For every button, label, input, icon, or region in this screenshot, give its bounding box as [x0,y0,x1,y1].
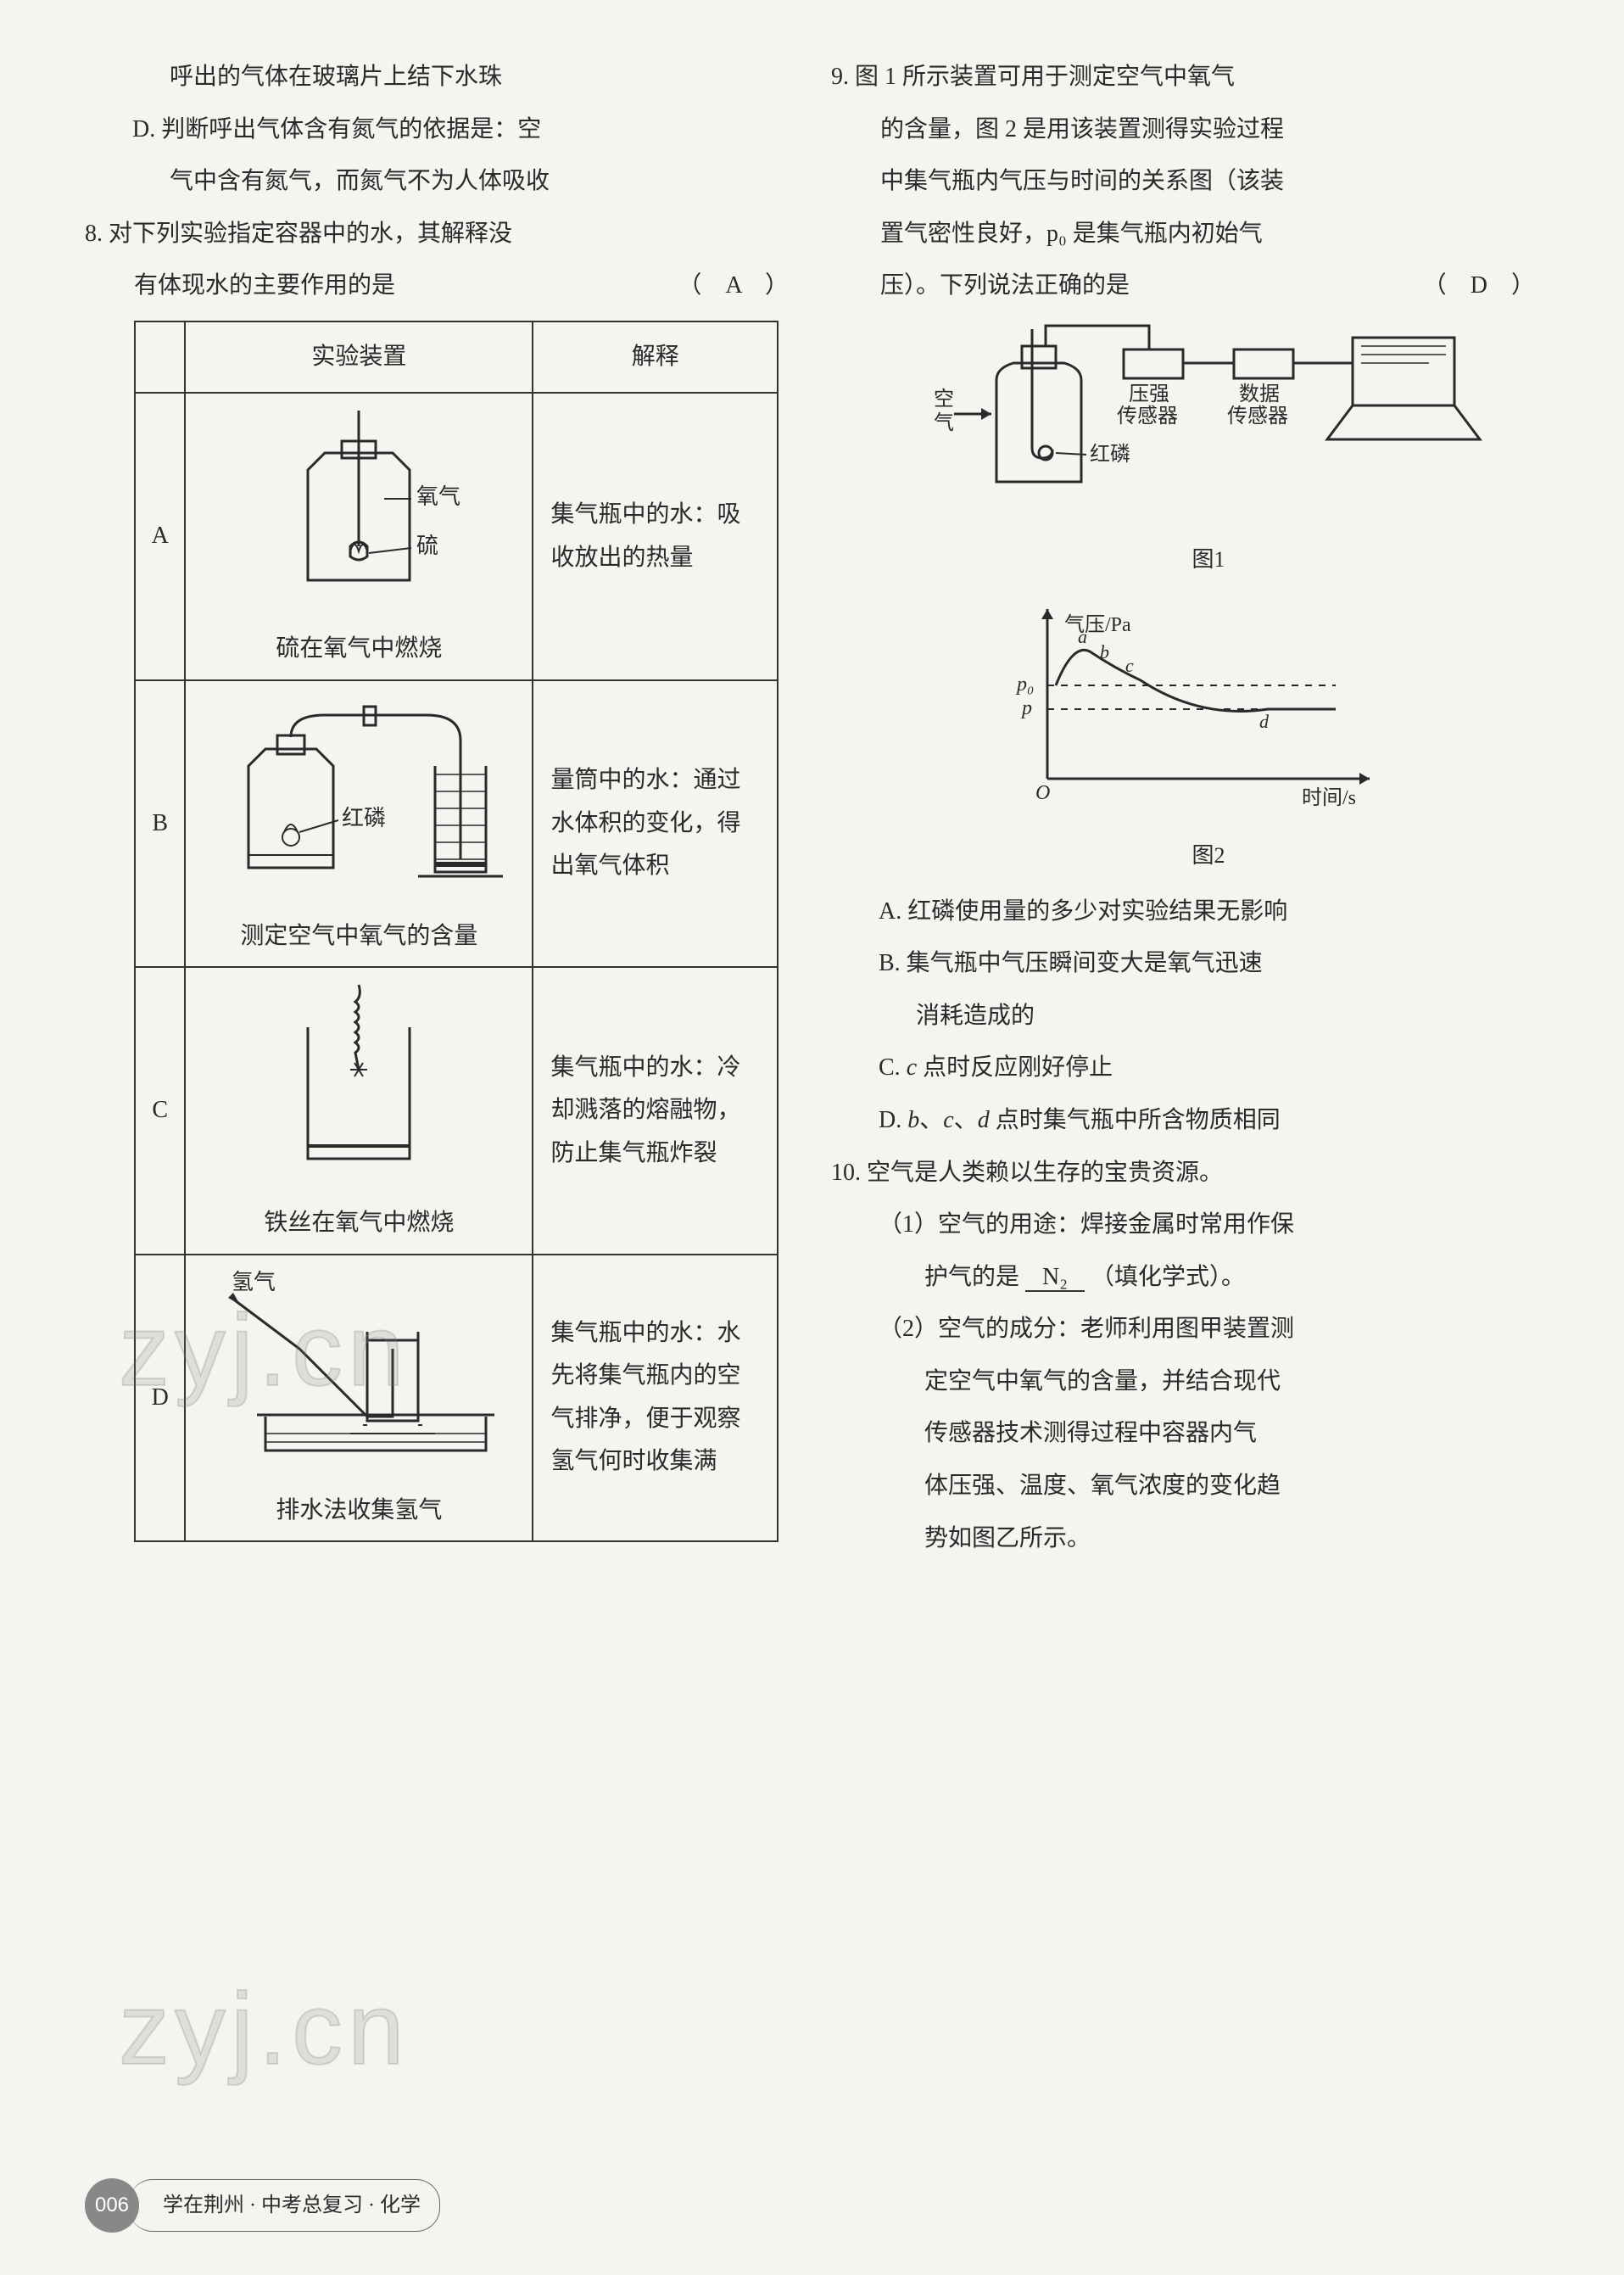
label-sulfur: 硫 [416,534,438,558]
q9-opt-c: C. c 点时反应刚好停止 [831,1042,1535,1094]
hydrogen-collection-diagram: 氢气 [198,1264,520,1467]
label-p0: p₀ [1015,674,1034,696]
label-air-1: 空 [934,388,954,411]
q9-line1: 9. 图 1 所示装置可用于测定空气中氧气 [831,51,1535,103]
device-cell: 氧气 硫 硫在氧气中燃烧 [185,393,533,679]
q8-stem-text: 有体现水的主要作用的是 [134,272,395,299]
label-sensor2: 数据 [1239,383,1280,405]
label-hydrogen: 氢气 [232,1270,276,1294]
label-O: O [1035,782,1050,804]
q9-opt-d: D. b、c、d 点时集气瓶中所含物质相同 [831,1094,1535,1147]
q9-line5: 压）。下列说法正确的是 （ D ） [831,260,1535,312]
q9-opt-a: A. 红磷使用量的多少对实验结果无影响 [831,886,1535,938]
iron-burning-diagram [232,976,486,1180]
q10-1-text: 护气的是 [924,1264,1019,1290]
label-sensor1: 压强 [1129,383,1169,405]
right-column: 9. 图 1 所示装置可用于测定空气中氧气 的含量，图 2 是用该装置测得实验过… [831,51,1535,1564]
explain-cell: 量筒中的水：通过水体积的变化，得出氧气体积 [533,680,778,967]
figure-1: 空 气 压强 传感器 数据 传感器 红磷 图1 [882,321,1535,584]
footer-text: 学在荆州 · 中考总复习 · 化学 [129,2179,440,2233]
q10-2-line3: 传感器技术测得过程中容器内气 [831,1407,1535,1460]
label-sensor1b: 传感器 [1117,405,1178,428]
th-device: 实验装置 [185,321,533,393]
red-phosphorus-diagram: 红磷 [206,690,511,893]
row-key: C [135,967,185,1254]
device-cell: 氢气 排水法收集氢气 [185,1255,533,1541]
q10-2-line4: 体压强、温度、氧气浓度的变化趋 [831,1460,1535,1512]
label-redp: 红磷 [1090,443,1130,466]
device-caption: 排水法收集氢气 [198,1490,520,1532]
q7-opt-d: D. 判断呼出气体含有氮气的依据是：空 [85,103,789,156]
q9-answer: （ D ） [1423,260,1535,312]
watermark-2: zyj.cn [119,1917,410,2141]
label-red-p: 红磷 [342,806,386,830]
row-key: B [135,680,185,967]
row-key: A [135,393,185,679]
fig2-caption: 图2 [882,831,1535,880]
device-caption: 测定空气中氧气的含量 [198,915,520,958]
q9-line2: 的含量，图 2 是用该装置测得实验过程 [831,103,1535,156]
explain-cell: 集气瓶中的水：冷却溅落的熔融物，防止集气瓶炸裂 [533,967,778,1254]
q10-1-line2: 护气的是 N₂ （填化学式）。 [831,1251,1535,1304]
q9-opt-b: B. 集气瓶中气压瞬间变大是氧气迅速 [831,937,1535,990]
q9-line3: 中集气瓶内气压与时间的关系图（该装 [831,155,1535,208]
experiment-table: 实验装置 解释 A [134,321,779,1542]
q8-answer: （ A ） [678,260,789,312]
q10-2-line1: （2）空气的成分：老师利用图甲装置测 [831,1303,1535,1355]
device-caption: 硫在氧气中燃烧 [198,628,520,670]
device-caption: 铁丝在氧气中燃烧 [198,1202,520,1244]
point-b: b [1100,641,1109,662]
fig1-caption: 图1 [882,535,1535,584]
figure-2: 气压/Pa 时间/s p₀ p O a b c d 图2 [882,592,1535,880]
explain-cell: 集气瓶中的水：水先将集气瓶内的空气排净，便于观察氢气何时收集满 [533,1255,778,1541]
point-d: d [1259,711,1270,732]
q10-2-line5: 势如图乙所示。 [831,1512,1535,1565]
q8-stem-line2: 有体现水的主要作用的是 （ A ） [85,260,789,312]
pressure-time-graph: 气压/Pa 时间/s p₀ p O a b c d [996,592,1420,813]
label-air-2: 气 [934,411,954,434]
table-row: D [135,1255,778,1541]
apparatus-diagram: 空 气 压强 传感器 数据 传感器 红磷 [929,321,1488,516]
q7-opt-d-cont: 气中含有氮气，而氮气不为人体吸收 [85,155,789,208]
x-axis-label: 时间/s [1302,786,1356,809]
page-footer: 006 学在荆州 · 中考总复习 · 化学 [85,2178,466,2233]
table-row: A 氧气 硫 [135,393,778,679]
q10-1-blank: N₂ [1025,1265,1085,1293]
sulfur-burning-diagram: 氧气 硫 [232,402,486,606]
q9-line4: 置气密性良好，p₀ 是集气瓶内初始气 [831,208,1535,260]
q10-stem: 10. 空气是人类赖以生存的宝贵资源。 [831,1147,1535,1199]
device-cell: 铁丝在氧气中燃烧 [185,967,533,1254]
q9-stem-end: 压）。下列说法正确的是 [880,272,1130,299]
point-a: a [1078,626,1087,647]
q9-opt-b-cont: 消耗造成的 [831,990,1535,1042]
label-oxygen: 氧气 [416,484,460,509]
q8-stem-line1: 8. 对下列实验指定容器中的水，其解释没 [85,208,789,260]
q10-1-tail: （填化学式）。 [1091,1264,1245,1290]
label-sensor2b: 传感器 [1227,405,1288,428]
table-row: C [135,967,778,1254]
th-blank [135,321,185,393]
left-column: 呼出的气体在玻璃片上结下水珠 D. 判断呼出气体含有氮气的依据是：空 气中含有氮… [85,51,789,1564]
q10-1-line1: （1）空气的用途：焊接金属时常用作保 [831,1199,1535,1251]
y-axis-label: 气压/Pa [1064,613,1131,636]
table-row: B [135,680,778,967]
q10-2-line2: 定空气中氧气的含量，并结合现代 [831,1355,1535,1408]
label-p: p [1020,697,1032,719]
th-explain: 解释 [533,321,778,393]
device-cell: 红磷 测定空气中氧气的含量 [185,680,533,967]
row-key: D [135,1255,185,1541]
explain-cell: 集气瓶中的水：吸收放出的热量 [533,393,778,679]
q7-opt-c-cont: 呼出的气体在玻璃片上结下水珠 [85,51,789,103]
point-c: c [1125,655,1134,676]
